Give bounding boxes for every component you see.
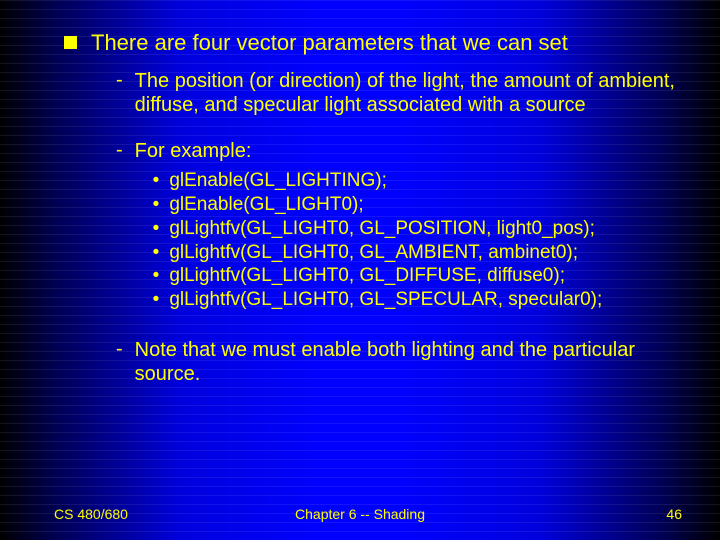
code-text: glEnable(GL_LIGHT0); bbox=[169, 193, 363, 217]
code-line: • glEnable(GL_LIGHTING); bbox=[153, 169, 603, 193]
sub-item-3-text: Note that we must enable both lighting a… bbox=[135, 338, 692, 386]
footer-right: 46 bbox=[666, 506, 682, 522]
sub-list: - The position (or direction) of the lig… bbox=[116, 69, 692, 386]
code-list: • glEnable(GL_LIGHTING); • glEnable(GL_LIG… bbox=[153, 169, 603, 312]
main-bullet: There are four vector parameters that we… bbox=[64, 30, 692, 55]
code-text: glLightfv(GL_LIGHT0, GL_AMBIENT, ambinet… bbox=[169, 241, 578, 265]
sub-item-2-block: For example: • glEnable(GL_LIGHTING); • gl… bbox=[135, 139, 603, 312]
dash-bullet-icon: - bbox=[116, 69, 123, 117]
dot-bullet-icon: • bbox=[153, 217, 160, 241]
footer-left: CS 480/680 bbox=[54, 506, 128, 522]
dot-bullet-icon: • bbox=[153, 264, 160, 288]
square-bullet-icon bbox=[64, 36, 77, 49]
code-line: • glEnable(GL_LIGHT0); bbox=[153, 193, 603, 217]
code-line: • glLightfv(GL_LIGHT0, GL_POSITION, light… bbox=[153, 217, 603, 241]
code-line: • glLightfv(GL_LIGHT0, GL_DIFFUSE, diffus… bbox=[153, 264, 603, 288]
sub-item-2-intro: For example: bbox=[135, 139, 603, 163]
code-text: glLightfv(GL_LIGHT0, GL_POSITION, light0… bbox=[169, 217, 595, 241]
sub-item-1: - The position (or direction) of the lig… bbox=[116, 69, 692, 117]
code-line: • glLightfv(GL_LIGHT0, GL_SPECULAR, specu… bbox=[153, 288, 603, 312]
code-text: glLightfv(GL_LIGHT0, GL_SPECULAR, specul… bbox=[169, 288, 602, 312]
dash-bullet-icon: - bbox=[116, 139, 123, 312]
code-line: • glLightfv(GL_LIGHT0, GL_AMBIENT, ambine… bbox=[153, 241, 603, 265]
sub-item-2: - For example: • glEnable(GL_LIGHTING); •… bbox=[116, 139, 692, 312]
sub-item-3: - Note that we must enable both lighting… bbox=[116, 338, 692, 386]
dot-bullet-icon: • bbox=[153, 193, 160, 217]
footer: CS 480/680 Chapter 6 -- Shading 46 bbox=[0, 506, 720, 522]
code-text: glEnable(GL_LIGHTING); bbox=[169, 169, 387, 193]
slide-content: There are four vector parameters that we… bbox=[0, 0, 720, 386]
dot-bullet-icon: • bbox=[153, 241, 160, 265]
main-bullet-text: There are four vector parameters that we… bbox=[91, 30, 568, 55]
dash-bullet-icon: - bbox=[116, 338, 123, 386]
code-text: glLightfv(GL_LIGHT0, GL_DIFFUSE, diffuse… bbox=[169, 264, 565, 288]
footer-center: Chapter 6 -- Shading bbox=[295, 506, 425, 522]
sub-item-1-text: The position (or direction) of the light… bbox=[135, 69, 692, 117]
dot-bullet-icon: • bbox=[153, 288, 160, 312]
dot-bullet-icon: • bbox=[153, 169, 160, 193]
